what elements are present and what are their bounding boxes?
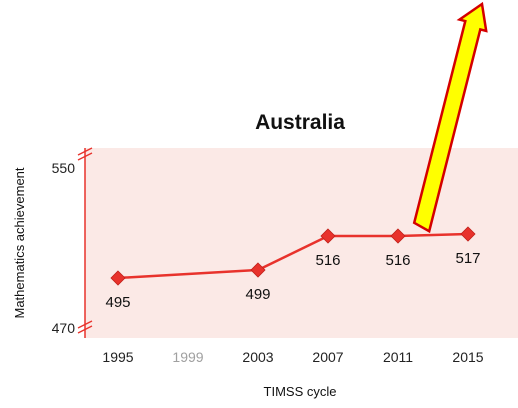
x-tick-label: 1999 (172, 349, 203, 365)
x-tick-label: 2003 (242, 349, 273, 365)
chart-title: Australia (255, 111, 345, 134)
x-tick-label: 2015 (452, 349, 483, 365)
data-point-marker (390, 228, 406, 244)
x-tick-label: 2011 (383, 349, 413, 365)
data-label: 516 (315, 252, 340, 269)
data-point-marker (320, 228, 336, 244)
plot-area (85, 148, 518, 338)
data-labels: 495 499 516 516 517 (105, 250, 480, 311)
data-label: 499 (245, 286, 270, 303)
x-tick-label: 1995 (102, 349, 133, 365)
data-label: 516 (385, 252, 410, 269)
up-arrow-annotation (412, 1, 488, 234)
data-label: 517 (455, 250, 480, 267)
x-tick-labels: 1995 1999 2003 2007 2011 2015 (102, 349, 483, 365)
data-point-marker (250, 262, 266, 278)
arrow-shape (412, 1, 488, 234)
data-label: 495 (105, 294, 130, 311)
axis-break-bottom (77, 320, 93, 334)
axis-break-top (77, 147, 93, 161)
data-point-marker (110, 270, 126, 286)
y-tick-labels: 550 470 (52, 160, 76, 336)
data-point-marker (460, 226, 476, 242)
y-axis-label: Mathematics achievement (12, 167, 27, 318)
y-tick-label: 550 (52, 160, 76, 176)
y-tick-label: 470 (52, 320, 76, 336)
series (110, 226, 476, 286)
x-tick-label: 2007 (312, 349, 343, 365)
x-axis-label: TIMSS cycle (264, 384, 337, 399)
